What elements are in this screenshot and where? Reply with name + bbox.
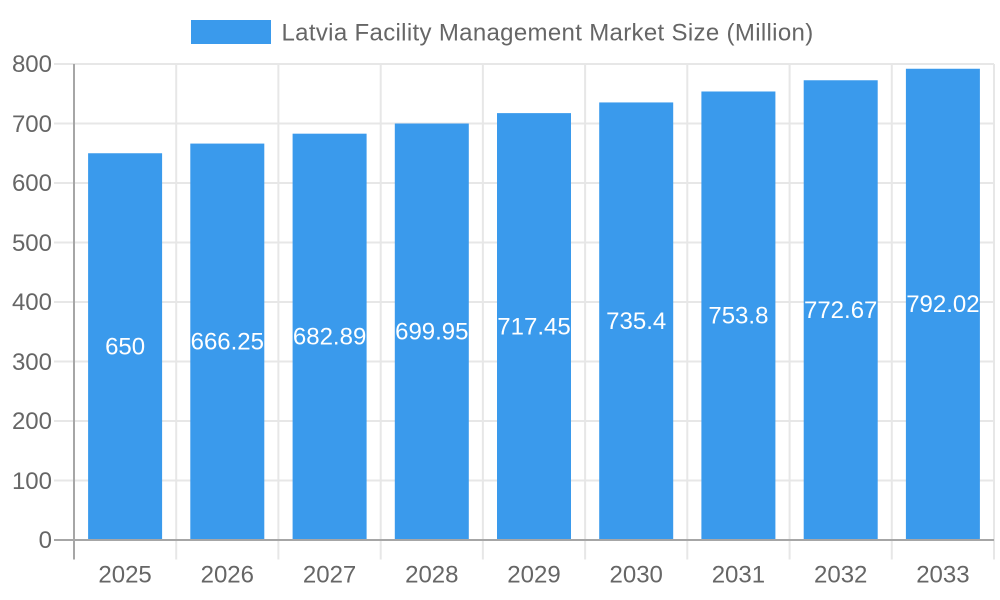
svg-text:2028: 2028: [405, 561, 458, 588]
svg-text:600: 600: [12, 170, 52, 197]
svg-text:200: 200: [12, 408, 52, 435]
svg-text:717.45: 717.45: [497, 313, 570, 340]
svg-text:0: 0: [39, 527, 52, 554]
svg-text:2029: 2029: [507, 561, 560, 588]
svg-text:2026: 2026: [201, 561, 254, 588]
svg-text:Latvia Facility Management Mar: Latvia Facility Management Market Size (…: [282, 19, 814, 46]
svg-text:772.67: 772.67: [804, 297, 877, 324]
svg-text:100: 100: [12, 468, 52, 495]
svg-text:682.89: 682.89: [293, 324, 366, 351]
svg-text:2033: 2033: [916, 561, 969, 588]
svg-text:2032: 2032: [814, 561, 867, 588]
svg-text:699.95: 699.95: [395, 319, 468, 346]
svg-text:300: 300: [12, 349, 52, 376]
svg-text:792.02: 792.02: [906, 291, 979, 318]
svg-text:2031: 2031: [712, 561, 765, 588]
svg-text:650: 650: [105, 333, 145, 360]
svg-text:753.8: 753.8: [708, 303, 768, 330]
svg-text:700: 700: [12, 111, 52, 138]
svg-text:666.25: 666.25: [191, 329, 264, 356]
svg-text:400: 400: [12, 289, 52, 316]
svg-text:500: 500: [12, 230, 52, 257]
svg-text:800: 800: [12, 51, 52, 78]
svg-text:2025: 2025: [98, 561, 151, 588]
svg-text:2027: 2027: [303, 561, 356, 588]
svg-text:2030: 2030: [610, 561, 663, 588]
svg-text:735.4: 735.4: [606, 308, 666, 335]
